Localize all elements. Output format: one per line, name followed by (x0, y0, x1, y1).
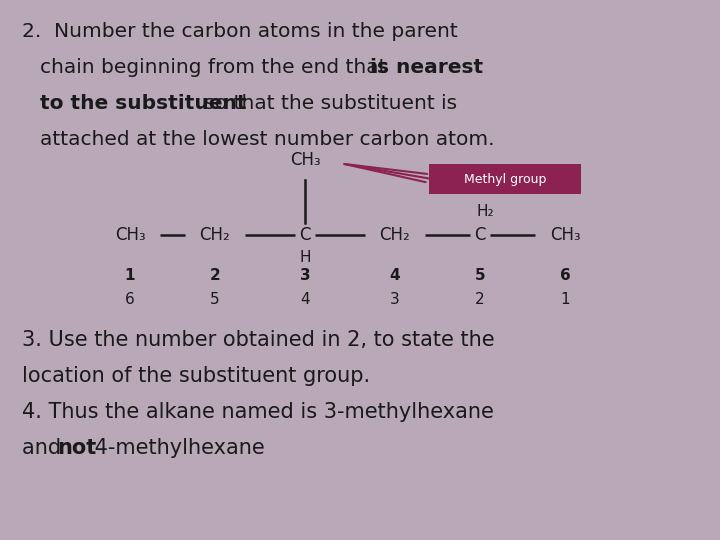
Text: CH₂: CH₂ (379, 226, 410, 244)
Text: CH₃: CH₃ (114, 226, 145, 244)
Text: C: C (300, 226, 311, 244)
Text: chain beginning from the end that: chain beginning from the end that (40, 58, 393, 77)
Text: attached at the lowest number carbon atom.: attached at the lowest number carbon ato… (40, 130, 495, 149)
Text: 5: 5 (474, 267, 485, 282)
Text: H₂: H₂ (476, 204, 494, 219)
Text: 1: 1 (125, 267, 135, 282)
Text: location of the substituent group.: location of the substituent group. (22, 366, 370, 386)
Text: 2: 2 (210, 267, 220, 282)
Text: H: H (300, 249, 311, 265)
Text: 3. Use the number obtained in 2, to state the: 3. Use the number obtained in 2, to stat… (22, 330, 495, 350)
Text: 5: 5 (210, 293, 220, 307)
Text: 4: 4 (390, 267, 400, 282)
Text: 4-methylhexane: 4-methylhexane (88, 438, 265, 458)
Text: 2: 2 (475, 293, 485, 307)
Text: 3: 3 (300, 267, 310, 282)
Text: CH₃: CH₃ (549, 226, 580, 244)
Text: is nearest: is nearest (370, 58, 483, 77)
FancyBboxPatch shape (429, 164, 581, 194)
Text: 4. Thus the alkane named is 3-methylhexane: 4. Thus the alkane named is 3-methylhexa… (22, 402, 494, 422)
Text: 6: 6 (559, 267, 570, 282)
Text: 4: 4 (300, 293, 310, 307)
Text: and: and (22, 438, 68, 458)
Text: 1: 1 (560, 293, 570, 307)
Text: C: C (474, 226, 486, 244)
Text: Methyl group: Methyl group (464, 172, 546, 186)
Text: 2.  Number the carbon atoms in the parent: 2. Number the carbon atoms in the parent (22, 22, 458, 41)
Text: to the substituent: to the substituent (40, 94, 246, 113)
Text: so that the substituent is: so that the substituent is (198, 94, 457, 113)
Text: not: not (57, 438, 96, 458)
Text: CH₂: CH₂ (199, 226, 230, 244)
Text: 3: 3 (390, 293, 400, 307)
Text: CH₃: CH₃ (289, 151, 320, 169)
Text: 6: 6 (125, 293, 135, 307)
